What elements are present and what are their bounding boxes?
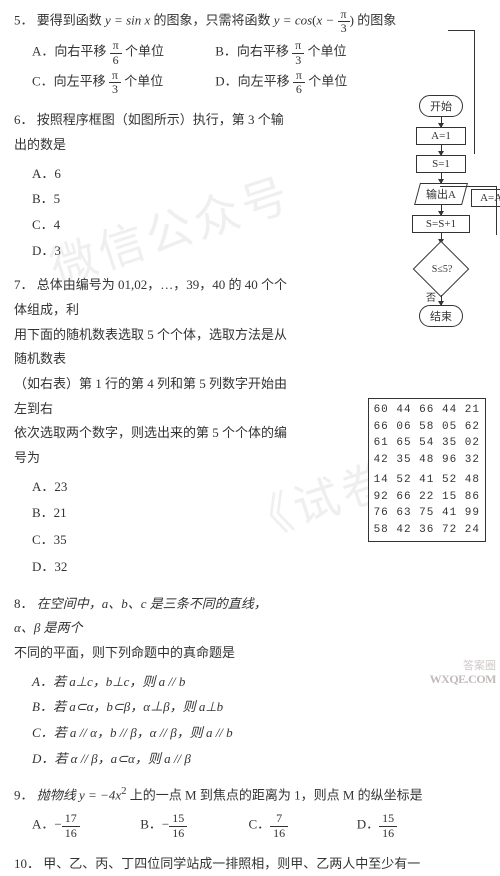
q7-line3: （如右表）第 1 行的第 4 列和第 5 列数字开始由左到右 [14, 376, 287, 416]
table-row: 76 63 75 41 99 [374, 505, 480, 522]
q8-line1: 在空间中，a、b、c 是三条不同的直线，α、β 是两个 [14, 596, 267, 636]
fc-box-s-inc: S=S+1 [412, 215, 470, 233]
q5-opt-b: B．向右平移 π3 个单位 [215, 39, 395, 66]
table-row: 58 42 36 72 24 [374, 522, 480, 539]
q8-line2: 不同的平面，则下列命题中的真命题是 [14, 645, 235, 660]
question-8: 8． 在空间中，a、b、c 是三条不同的直线，α、β 是两个 不同的平面，则下列… [14, 592, 486, 772]
q9-opt-d: D．1516 [357, 812, 462, 839]
q5-formula1: y = sin x [105, 13, 150, 28]
q9-opt-b: B．−1516 [140, 812, 245, 839]
question-5: 5． 要得到函数 y = sin x 的图象，只需将函数 y = cos(x −… [14, 8, 486, 98]
q7-opt-d: D．32 [32, 555, 162, 580]
fc-start: 开始 [419, 95, 463, 117]
q8-opt-c: C．若 a // α，b // β，α // β，则 a // b [32, 721, 486, 746]
q9-text-post: 上的一点 M 到焦点的距离为 1，则点 M 的纵坐标是 [130, 788, 423, 803]
flowchart: 开始 A=1 S=1 输出A S=S+1 A=A+2 S≤5? 是 否 结束 [396, 95, 486, 327]
q5-number: 5． [14, 13, 34, 28]
q7-line2: 用下面的随机数表选取 5 个个体，选取方法是从随机数表 [14, 327, 287, 367]
q6-opt-c: C．4 [32, 213, 294, 238]
question-10: 10． 甲、乙、丙、丁四位同学站成一排照相，则甲、乙两人中至少有一 [14, 852, 486, 876]
random-number-table: 60 44 66 44 21 66 06 58 05 62 61 65 54 3… [368, 398, 486, 542]
q7-line4: 依次选取两个数字，则选出来的第 5 个个体的编号为 [14, 425, 287, 465]
q9-opt-c: C．716 [249, 812, 354, 839]
question-7: 7． 总体由编号为 01,02，…，39，40 的 40 个个体组成，利 用下面… [14, 273, 294, 581]
q8-opt-d: D．若 α // β，a⊂α，则 a // β [32, 747, 486, 772]
table-row: 60 44 66 44 21 [374, 402, 480, 419]
table-row: 66 06 58 05 62 [374, 419, 480, 436]
watermark-corner2: 答案圈 [463, 657, 496, 673]
q7-line1: 总体由编号为 01,02，…，39，40 的 40 个个体组成，利 [14, 277, 287, 317]
table-row: 61 65 54 35 02 [374, 435, 480, 452]
q9-number: 9． [14, 788, 34, 803]
q9-opt-a: A．−1716 [32, 812, 137, 839]
watermark-corner: WXQE.COM [430, 672, 496, 687]
fc-no-label: 否 [426, 289, 436, 304]
fc-box-s1: S=1 [416, 155, 466, 173]
fc-box-a1: A=1 [416, 127, 466, 145]
question-6: 6． 按照程序框图（如图所示）执行，第 3 个输出的数是 A．6 B．5 C．4… [14, 108, 294, 263]
q5-opt-a: A．向右平移 π6 个单位 [32, 39, 212, 66]
q8-opt-b: B．若 a⊂α，b⊂β，α⊥β，则 a⊥b [32, 695, 486, 720]
q5-text-a: 要得到函数 [37, 13, 105, 28]
q10-text: 甲、乙、丙、丁四位同学站成一排照相，则甲、乙两人中至少有一 [43, 856, 420, 871]
q6-opt-a: A．6 [32, 162, 294, 187]
q6-opt-d: D．3 [32, 239, 294, 264]
q7-opt-b: B．21 [32, 501, 162, 526]
table-row: 42 35 48 96 32 [374, 452, 480, 469]
table-row: 14 52 41 52 48 [374, 472, 480, 489]
q7-opt-c: C．35 [32, 528, 162, 553]
q5-opt-c: C．向左平移 π3 个单位 [32, 69, 212, 96]
q5-formula2-inner: x − [317, 13, 335, 28]
q9-text-pre: 抛物线 y = −4x [37, 788, 121, 803]
q7-opt-a: A．23 [32, 475, 162, 500]
q6-opt-b: B．5 [32, 187, 294, 212]
q5-formula2-pre: y = cos [274, 13, 312, 28]
q9-sup: 2 [121, 785, 126, 797]
q5-opt-d: D．向左平移 π6 个单位 [215, 69, 395, 96]
q8-number: 8． [14, 596, 34, 611]
fc-end: 结束 [419, 305, 463, 327]
q7-number: 7． [14, 277, 34, 292]
fc-condition: S≤5? [413, 241, 470, 298]
q5-text-b: 的图象，只需将函数 [154, 13, 274, 28]
q6-number: 6． [14, 112, 34, 127]
table-row: 92 66 22 15 86 [374, 489, 480, 506]
q5-text-c: 的图象 [357, 13, 396, 28]
q10-number: 10． [14, 856, 40, 871]
q6-text: 按照程序框图（如图所示）执行，第 3 个输出的数是 [14, 112, 284, 152]
question-9: 9． 抛物线 y = −4x2 上的一点 M 到焦点的距离为 1，则点 M 的纵… [14, 781, 486, 841]
q5-formula2-frac: π3 [338, 8, 350, 35]
